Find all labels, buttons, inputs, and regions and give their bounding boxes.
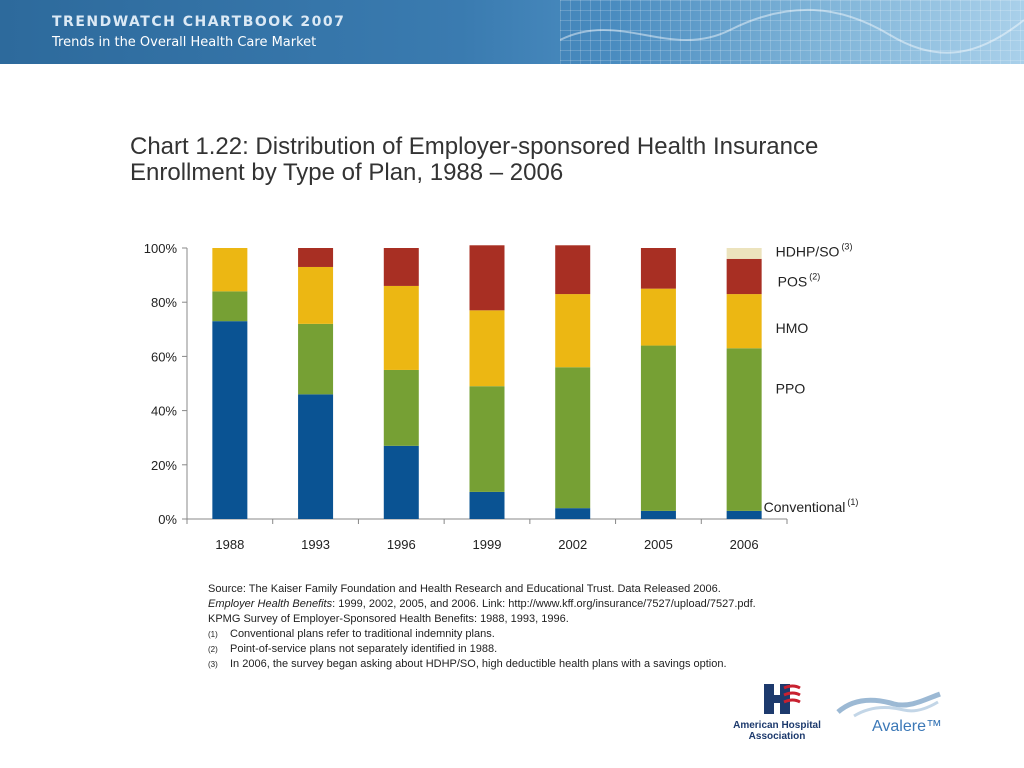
source-notes: Source: The Kaiser Family Foundation and… — [208, 582, 928, 672]
bar-segment-hmo-1999 — [469, 310, 505, 387]
footnote-text: Conventional plans refer to traditional … — [230, 628, 495, 640]
source-line-2: Employer Health Benefits: 1999, 2002, 20… — [208, 597, 928, 612]
footnote-text: Point-of-service plans not separately id… — [230, 643, 498, 655]
bar-segment-pos-2006 — [726, 258, 762, 295]
x-tick-label: 1988 — [215, 537, 244, 552]
banner-wave-graphic — [560, 8, 1024, 54]
source-line-3: KPMG Survey of Employer-Sponsored Health… — [208, 613, 569, 625]
legend-superscript: (1) — [847, 497, 858, 507]
footnote-text: In 2006, the survey began asking about H… — [230, 658, 727, 670]
x-tick-label: 1996 — [387, 537, 416, 552]
bar-segment-ppo-1988 — [212, 291, 248, 322]
legend-label-pos: POS (2) — [778, 271, 821, 289]
footnote-3: (3) In 2006, the survey began asking abou… — [208, 657, 928, 672]
bar-segment-conventional-1999 — [469, 491, 505, 519]
header-banner: TRENDWATCH CHARTBOOK 2007 Trends in the … — [0, 0, 1024, 64]
bar-segment-conventional-2006 — [726, 510, 762, 519]
footnote-mark: (3) — [208, 660, 218, 669]
y-tick-label: 80% — [151, 295, 177, 310]
y-tick-label: 0% — [158, 512, 177, 527]
bar-segment-conventional-1993 — [298, 394, 334, 519]
legend-label-ppo: PPO — [776, 381, 806, 397]
x-tick-label: 1999 — [473, 537, 502, 552]
legend-label-conventional: Conventional (1) — [764, 497, 859, 515]
bar-segment-hmo-2002 — [555, 294, 591, 368]
chartbook-brand: TRENDWATCH CHARTBOOK 2007 — [52, 14, 346, 30]
avalere-logo-text: Avalere™ — [872, 718, 942, 735]
source-line-2-rest: : 1999, 2002, 2005, and 2006. Link: http… — [332, 598, 756, 610]
bar-segment-hmo-2006 — [726, 294, 762, 349]
bar-segment-pos-2002 — [555, 245, 591, 295]
bar-segment-pos-1996 — [383, 248, 419, 286]
bar-segment-ppo-2005 — [640, 345, 676, 511]
y-tick-label: 40% — [151, 404, 177, 419]
bar-segment-pos-1993 — [298, 248, 334, 267]
bar-segment-hdhp-so-2006 — [726, 248, 762, 259]
chart-title: Chart 1.22: Distribution of Employer-spo… — [130, 133, 819, 186]
x-tick-label: 2002 — [558, 537, 587, 552]
x-tick-label: 2005 — [644, 537, 673, 552]
bar-segment-ppo-1996 — [383, 369, 419, 446]
bar-segment-conventional-2002 — [555, 508, 591, 519]
aha-logo: American Hospital Association — [722, 682, 832, 746]
source-publication: Employer Health Benefits — [208, 598, 333, 610]
banner-grid-pattern — [560, 0, 1024, 64]
x-tick-label: 2006 — [730, 537, 759, 552]
x-tick-label: 1993 — [301, 537, 330, 552]
source-line-1: Source: The Kaiser Family Foundation and… — [208, 583, 721, 595]
bar-segment-ppo-2006 — [726, 348, 762, 511]
footnote-mark: (1) — [208, 630, 218, 639]
bar-segment-conventional-1996 — [383, 445, 419, 519]
bar-segment-hmo-2005 — [640, 288, 676, 346]
footnote-mark: (2) — [208, 645, 218, 654]
bar-segment-pos-1999 — [469, 245, 505, 311]
avalere-wave-icon — [836, 691, 941, 718]
bar-segment-hmo-1988 — [212, 248, 248, 292]
bar-segment-hmo-1996 — [383, 285, 419, 370]
chartbook-subtitle: Trends in the Overall Health Care Market — [52, 35, 317, 50]
bar-segment-ppo-2002 — [555, 367, 591, 509]
y-tick-label: 100% — [144, 241, 178, 256]
footnote-1: (1) Conventional plans refer to tradition… — [208, 627, 928, 642]
bar-segment-ppo-1999 — [469, 386, 505, 492]
bar-segment-hmo-1993 — [298, 266, 334, 324]
bar-segment-conventional-2005 — [640, 510, 676, 519]
bar-segment-ppo-1993 — [298, 323, 334, 395]
aha-h-icon — [764, 684, 801, 714]
bar-segment-pos-2005 — [640, 248, 676, 289]
y-tick-label: 20% — [151, 458, 177, 473]
legend-superscript: (2) — [809, 271, 820, 281]
legend-label-hdhp-so: HDHP/SO (3) — [776, 241, 853, 259]
aha-logo-text: American Hospital Association — [733, 720, 821, 742]
legend-superscript: (3) — [841, 241, 852, 251]
legend-label-hmo: HMO — [776, 320, 809, 336]
avalere-logo: Avalere™ — [834, 690, 946, 740]
bar-segment-conventional-1988 — [212, 321, 248, 519]
footnote-2: (2) Point-of-service plans not separately… — [208, 642, 928, 657]
y-tick-label: 60% — [151, 349, 177, 364]
